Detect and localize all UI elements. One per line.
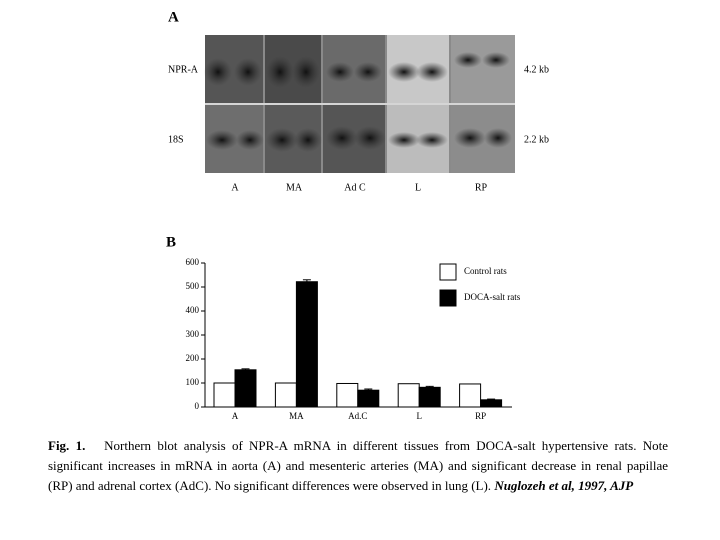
bar [274, 382, 297, 408]
x-tick-label: L [416, 411, 422, 421]
y-tick-label: 400 [186, 305, 200, 315]
lane-label: Ad C [344, 182, 366, 193]
x-tick-label: A [232, 411, 239, 421]
size-label: 4.2 kb [524, 64, 549, 75]
bar [357, 389, 380, 408]
lane-label: A [231, 182, 239, 193]
row-label: 18S [168, 134, 184, 145]
x-tick-label: MA [289, 411, 304, 421]
bar [234, 369, 257, 408]
figure: A NPR-A 18S 4.2 kb 2.2 kb A MA Ad C L RP… [166, 9, 549, 421]
y-tick-label: 0 [195, 401, 200, 411]
bar [336, 382, 359, 408]
lane-label: MA [286, 182, 303, 193]
x-tick-label: RP [475, 411, 486, 421]
bar [418, 386, 441, 408]
y-tick-label: 100 [186, 377, 200, 387]
caption-text: Northern blot analysis of NPR-A mRNA in … [48, 438, 669, 493]
bar [213, 382, 236, 408]
lane-label: RP [475, 182, 488, 193]
caption-label: Fig. 1. [48, 438, 86, 453]
bar-chart: 0 100 200 300 400 500 600 A MA Ad.C L RP Control rat… [186, 257, 521, 421]
lane-label: L [415, 182, 421, 193]
legend-swatch [439, 263, 457, 281]
bar [397, 383, 420, 408]
blot-image [204, 35, 515, 173]
caption: Fig. 1. Northern blot analysis of NPR-A … [48, 436, 668, 496]
y-tick-label: 500 [186, 281, 200, 291]
x-tick-label: Ad.C [348, 411, 367, 421]
citation: Nuglozeh et al, 1997, AJP [494, 478, 634, 493]
panel-letter: B [166, 234, 176, 250]
panel-letter: A [168, 9, 179, 25]
y-tick-label: 600 [186, 257, 200, 267]
bar [480, 399, 503, 408]
y-tick-label: 300 [186, 329, 200, 339]
legend-swatch [439, 289, 457, 307]
legend-label: DOCA-salt rats [464, 292, 521, 302]
row-label: NPR-A [168, 64, 199, 75]
size-label: 2.2 kb [524, 134, 549, 145]
legend-label: Control rats [464, 266, 507, 276]
bar [295, 281, 318, 408]
y-tick-label: 200 [186, 353, 200, 363]
bar [459, 383, 482, 408]
